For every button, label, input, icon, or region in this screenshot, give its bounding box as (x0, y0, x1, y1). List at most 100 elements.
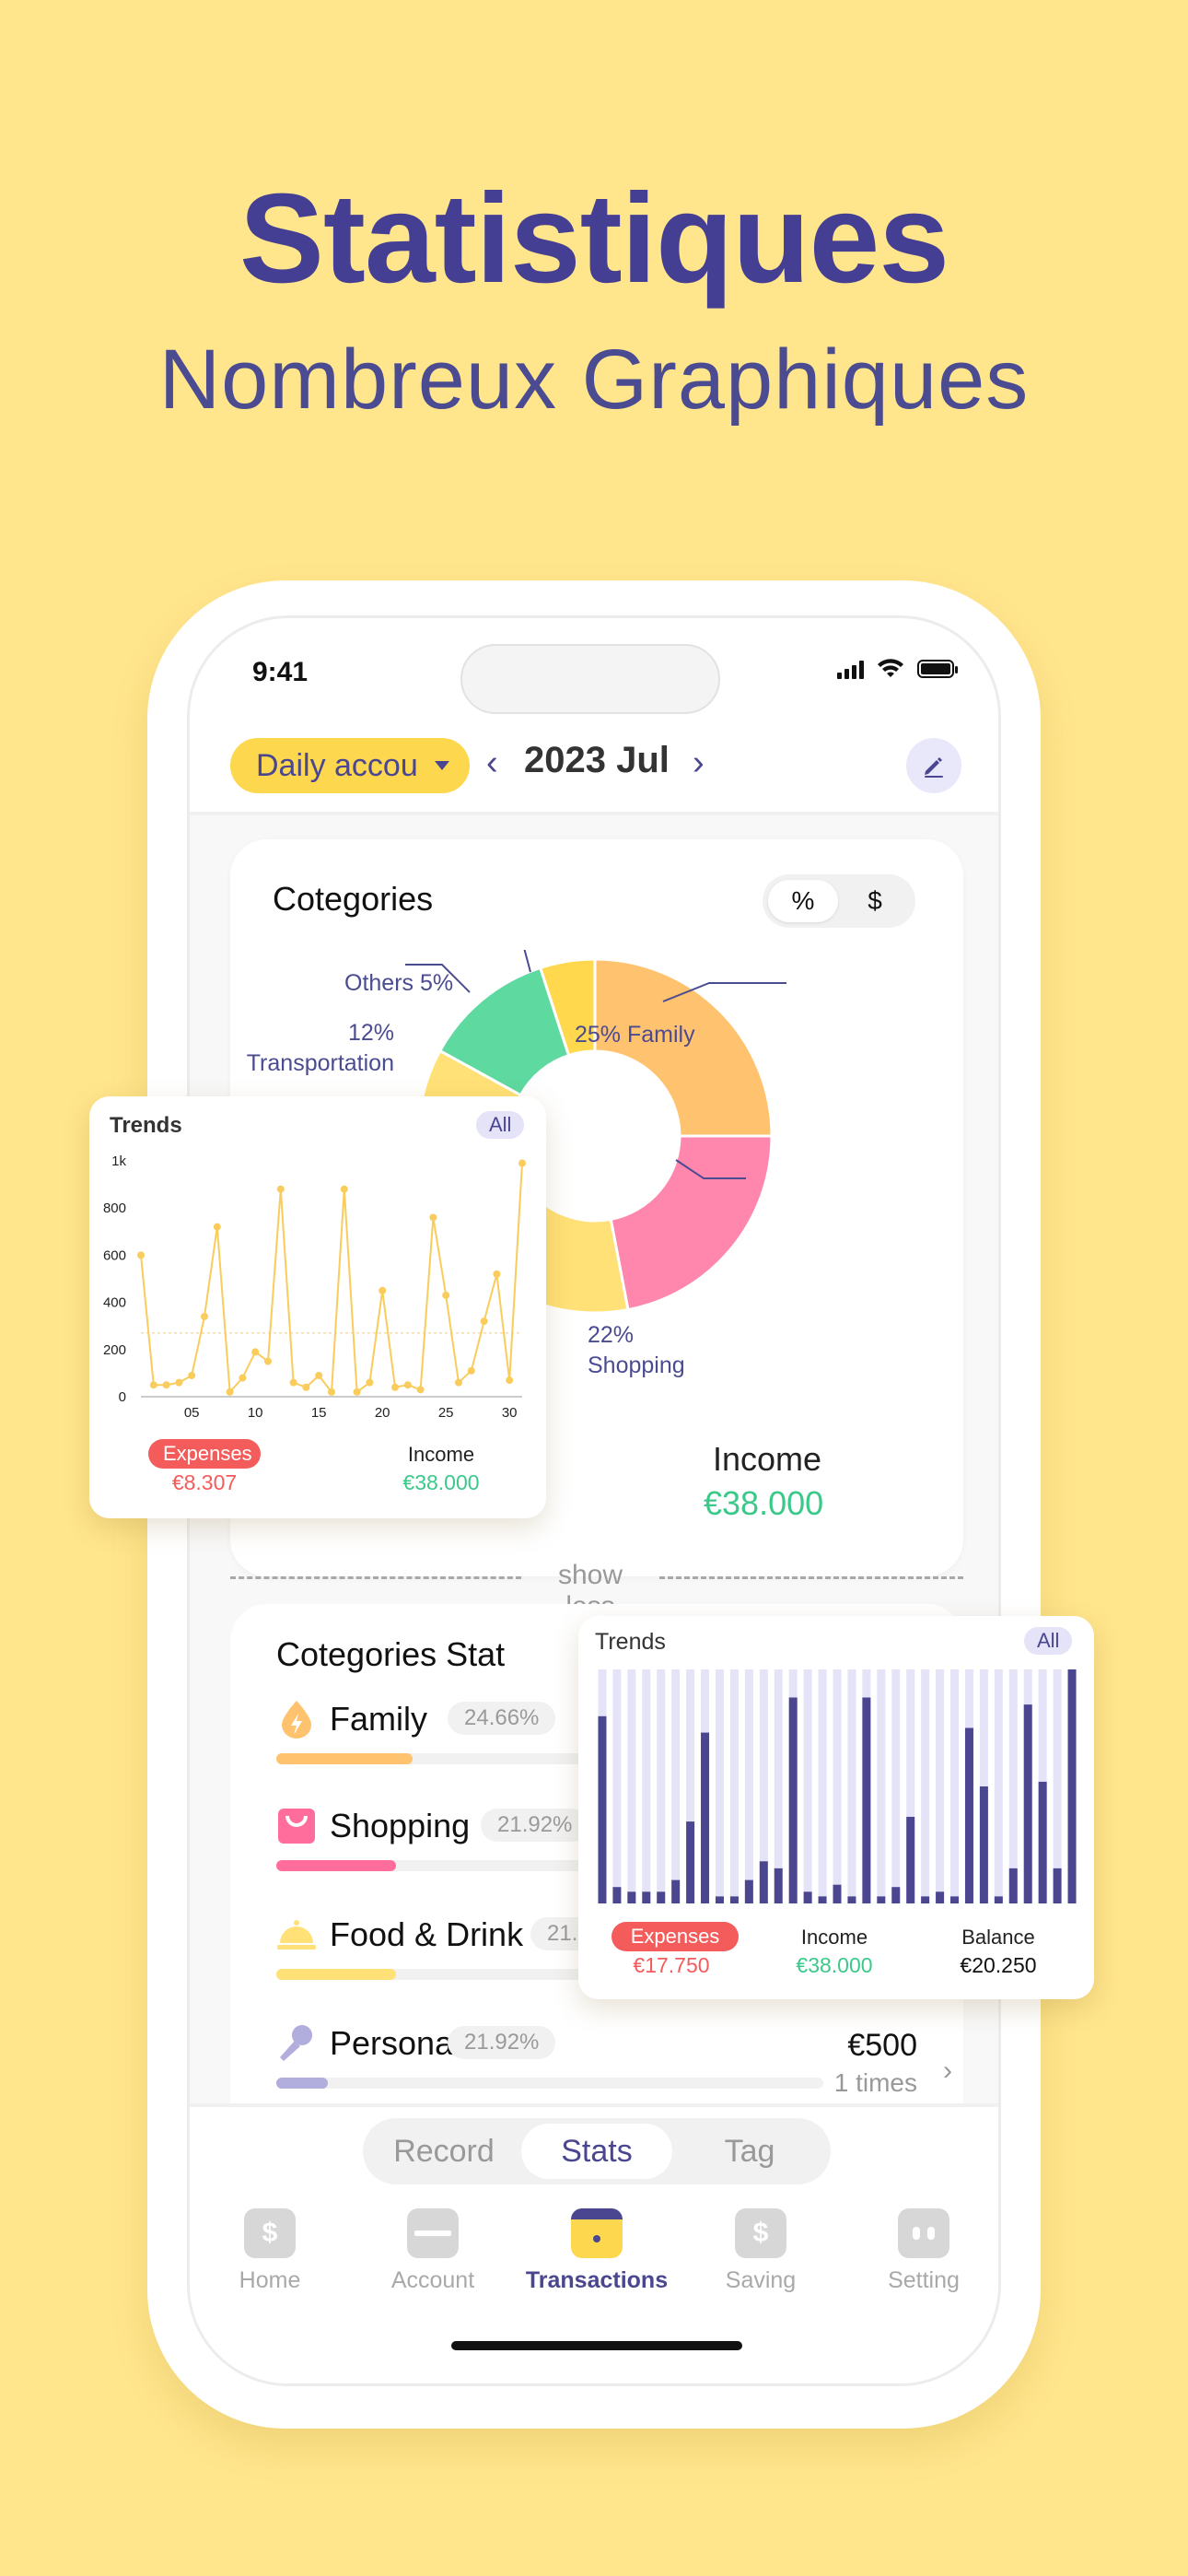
tab-label: Saving (725, 2267, 797, 2293)
microphone-icon (280, 2025, 312, 2061)
x-tick-label: 30 (502, 1405, 518, 1421)
view-segment: Record Stats Tag (363, 2118, 831, 2184)
bar-track (627, 1669, 636, 1903)
trend-point (455, 1378, 462, 1387)
phone-screen: 9:41 Daily accou ‹ 2023 Jul › (187, 615, 1001, 2386)
bar (759, 1861, 768, 1903)
tab-transactions[interactable]: Transactions (518, 2208, 675, 2294)
account-selector-label: Daily accou (256, 747, 418, 783)
trend-point (328, 1388, 335, 1396)
bar (921, 1896, 930, 1903)
bar (686, 1821, 695, 1903)
trend-point (379, 1286, 387, 1294)
bar-track (774, 1669, 783, 1903)
stat-bar-fill (276, 1860, 396, 1871)
bar-track (729, 1669, 739, 1903)
trend-point (506, 1376, 514, 1385)
bar (950, 1896, 960, 1903)
pie-slice-1 (609, 1134, 774, 1312)
y-tick-label: 0 (119, 1389, 126, 1405)
trend-point (239, 1374, 247, 1382)
balance-value: €20.250 (960, 1953, 1037, 1977)
bar (671, 1879, 681, 1903)
bottom-navigation: Record Stats Tag $ Home Account Transact… (190, 2103, 998, 2383)
bar (964, 1727, 973, 1903)
pencil-icon (925, 757, 943, 778)
pie-label-shopping: 22% Shopping (588, 1322, 685, 1378)
y-tick-label: 400 (103, 1295, 126, 1311)
pie-leader-line-1 (675, 1159, 746, 1179)
tab-saving[interactable]: $ Saving (682, 2208, 839, 2294)
pie-leader-line-0 (662, 982, 786, 1002)
toggle-dollar[interactable]: $ (868, 886, 882, 915)
tab-home[interactable]: $ Home (192, 2208, 348, 2294)
trend-point (213, 1223, 221, 1231)
bar (803, 1891, 812, 1903)
segment-tag[interactable]: Tag (724, 2134, 775, 2169)
bar (657, 1891, 666, 1903)
categories-stat-title: Cotegories Stat (276, 1635, 506, 1673)
show-less-divider: show less (230, 1554, 998, 1622)
trend-point (175, 1378, 183, 1387)
pie-slice-4 (538, 957, 597, 1058)
trend-point (442, 1291, 450, 1299)
bar (598, 1715, 607, 1903)
expenses-value: €17.750 (633, 1953, 710, 1977)
caret-down-icon (434, 761, 449, 770)
stat-bar-fill (276, 1753, 413, 1764)
tab-account[interactable]: Account (355, 2208, 511, 2294)
y-tick-label: 1k (111, 1153, 126, 1169)
bar (818, 1896, 827, 1903)
trend-point (480, 1317, 488, 1326)
wifi-icon (878, 659, 903, 677)
bar (833, 1884, 842, 1903)
trends-line-filter[interactable]: All (476, 1111, 525, 1139)
account-selector[interactable]: Daily accou (230, 738, 470, 793)
stat-percent: 21.92% (448, 2026, 556, 2059)
bar-track (906, 1669, 915, 1903)
bar (1067, 1669, 1077, 1903)
dynamic-island (460, 644, 720, 714)
bar-track (847, 1669, 856, 1903)
shopping-bag-icon (278, 1809, 315, 1844)
bar (891, 1887, 901, 1903)
bar-track (818, 1669, 827, 1903)
trends-bar-filter[interactable]: All (1024, 1627, 1073, 1655)
trend-line (140, 1163, 523, 1395)
tab-label: Setting (888, 2267, 960, 2293)
stat-name: Personal (330, 2024, 461, 2062)
trend-point (518, 1159, 526, 1167)
bar (994, 1896, 1003, 1903)
bar (1008, 1868, 1018, 1903)
trends-bar-chart (598, 1669, 1077, 1903)
home-indicator (451, 2341, 742, 2350)
trends-line-chart: 0 200 400 600 800 1k 05 10 15 20 25 30 (103, 1153, 526, 1421)
bar (1023, 1704, 1032, 1903)
toggle-percent[interactable]: % (768, 880, 838, 922)
edit-button[interactable] (906, 738, 961, 793)
piggy-icon: $ (735, 2208, 786, 2258)
chevron-left-icon[interactable]: ‹ (486, 744, 498, 782)
bar (862, 1697, 871, 1903)
segment-stats[interactable]: Stats (521, 2124, 672, 2179)
stat-row-personal[interactable]: Personal 21.92% €500 1 times › (276, 2022, 963, 2114)
unit-toggle: % $ (763, 874, 915, 928)
bar (906, 1817, 915, 1903)
y-tick-label: 200 (103, 1342, 126, 1358)
bar (1053, 1868, 1062, 1903)
x-tick-label: 05 (184, 1405, 200, 1421)
chevron-right-icon[interactable]: › (693, 744, 705, 782)
trend-point (353, 1388, 361, 1396)
segment-record[interactable]: Record (393, 2134, 495, 2169)
trend-point (188, 1371, 196, 1379)
bar (627, 1891, 636, 1903)
trends-bar-card: Trends All Expenses €17.750 Income €38.0… (578, 1616, 1094, 1999)
expenses-label: Expenses (611, 1922, 739, 1951)
tab-setting[interactable]: Setting (845, 2208, 998, 2294)
bar (1038, 1781, 1047, 1903)
stat-bar-fill (276, 2078, 328, 2089)
trend-point (340, 1185, 348, 1193)
bar-track (936, 1669, 945, 1903)
tab-label: Transactions (525, 2267, 669, 2293)
bar (979, 1786, 988, 1903)
